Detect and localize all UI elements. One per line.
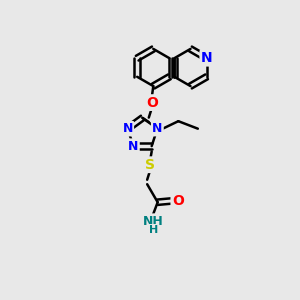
Text: N: N xyxy=(201,51,212,65)
Text: O: O xyxy=(146,96,158,110)
Text: N: N xyxy=(122,122,133,135)
Text: NH: NH xyxy=(143,214,164,228)
Text: H: H xyxy=(148,225,158,235)
Text: N: N xyxy=(152,122,163,135)
Text: N: N xyxy=(128,140,139,153)
Text: S: S xyxy=(145,158,155,172)
Text: O: O xyxy=(172,194,184,208)
